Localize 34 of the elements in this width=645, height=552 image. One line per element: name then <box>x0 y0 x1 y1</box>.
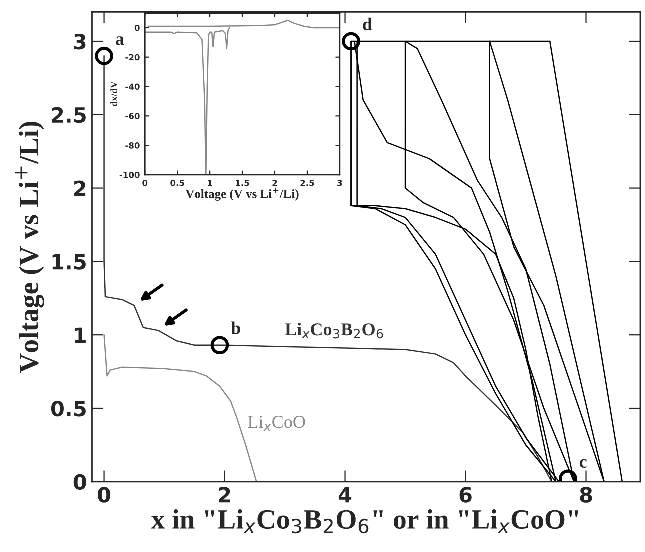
x-axis-title: Voltage (V vs Li$^{+}$/Li) <box>186 188 299 201</box>
y-axis-title: dx/dV <box>110 82 118 106</box>
y-tick-label: 3 <box>74 34 86 50</box>
y-tick-label: 0.5 <box>51 400 86 417</box>
x-tick-label: 1 <box>208 180 212 186</box>
x-tick-label: 2 <box>272 180 278 186</box>
y-tick-label: -60 <box>126 113 140 120</box>
x-tick-label: 6 <box>460 487 472 503</box>
annotation: a <box>116 36 124 46</box>
series-label: Li$_{x}$CoO <box>248 416 306 431</box>
x-tick-label: 0.5 <box>170 180 184 186</box>
x-tick-label: 2.5 <box>300 180 314 186</box>
y-tick-label: -20 <box>126 54 140 61</box>
x-tick-label: 2 <box>219 487 230 503</box>
y-tick-label: 0 <box>74 474 86 490</box>
y-tick-label: 2.5 <box>52 107 86 124</box>
x-tick-label: 0 <box>98 487 111 503</box>
y-tick-label: 1.5 <box>52 254 86 270</box>
x-tick-label: 3 <box>338 180 342 186</box>
y-tick-label: -80 <box>126 142 140 149</box>
y-tick-label: 0 <box>134 24 140 32</box>
text: x in "Li$_{x}$Co$_{3}$B$_{2}$O$_{6}$" or in "Li$_{x}$CoO" <box>151 510 578 534</box>
annotation: c <box>580 459 587 468</box>
y-tick-label: 1 <box>75 328 86 344</box>
x-tick-label: 4 <box>338 487 352 503</box>
y-tick-label: -40 <box>126 84 140 90</box>
x-tick-label: 1.5 <box>236 180 250 186</box>
annotation: b <box>231 322 240 334</box>
annotation: d <box>363 18 372 31</box>
x-tick-label: 0 <box>142 180 148 186</box>
x-tick-label: 8 <box>580 487 592 503</box>
series-label: Li$_{x}$Co$_{3}$B$_{2}$O$_{6}$ <box>285 323 384 339</box>
y-axis-title: Voltage (V vs Li$^{+}$/Li) <box>15 122 44 374</box>
y-tick-label: -100 <box>120 172 140 178</box>
